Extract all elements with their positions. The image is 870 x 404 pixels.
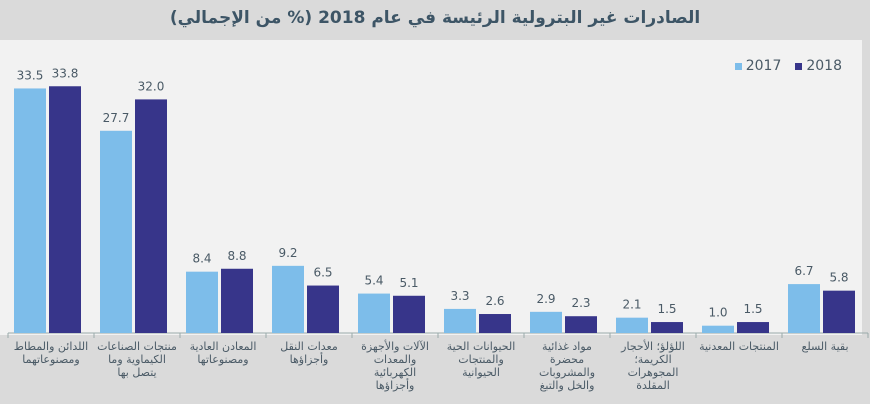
- bar-2018: [393, 295, 425, 333]
- data-label: 2.3: [571, 296, 590, 310]
- legend-label: 2017: [745, 58, 782, 74]
- bar-2018: [737, 322, 769, 333]
- x-tick-label: الآلات والأجهزة والمعدات الكهربائية وأجز…: [361, 340, 429, 392]
- bar-2017: [616, 317, 648, 333]
- bar-2018: [307, 285, 339, 333]
- bar-2018: [49, 86, 81, 333]
- x-tick-label: المنتجات المعدنية: [699, 340, 779, 353]
- data-label: 5.8: [829, 271, 848, 285]
- legend-item-2017: 2017: [734, 58, 782, 74]
- x-tick-label: الحيوانات الحية والمنتجات الحيوانية: [446, 340, 516, 379]
- x-tick-label: مواد غذائية محضرة والمشروبات والخل والتب…: [538, 340, 596, 392]
- legend-item-2018: 2018: [795, 58, 842, 74]
- bar-2017: [358, 293, 390, 333]
- data-label: 3.3: [450, 289, 469, 303]
- x-tick-label: اللؤلؤ؛ الأحجار الكريمة؛ المجوهرات المقل…: [621, 340, 685, 392]
- data-label: 1.5: [743, 302, 762, 316]
- data-label: 9.2: [278, 246, 297, 260]
- data-label: 5.1: [399, 276, 418, 290]
- bar-2018: [135, 99, 167, 334]
- bar-2017: [530, 311, 562, 333]
- data-label: 2.6: [485, 294, 504, 308]
- data-label: 6.5: [313, 266, 332, 280]
- bar-2017: [14, 88, 46, 333]
- x-tick-label: بقية السلع: [801, 340, 849, 353]
- data-label: 33.8: [52, 66, 79, 80]
- legend: 2017 2018: [734, 58, 842, 74]
- legend-swatch: [795, 62, 803, 70]
- x-tick-label: اللدائن والمطاط ومصنوعاتهما: [13, 340, 89, 366]
- bar-2017: [100, 130, 132, 333]
- bar-2018: [651, 322, 683, 333]
- data-label: 27.7: [103, 111, 130, 125]
- bar-2018: [565, 316, 597, 333]
- data-label: 1.0: [708, 306, 727, 320]
- bar-2017: [788, 284, 820, 333]
- x-tick-label: منتجات الصناعات الكيماوية وما يتصل بها: [97, 340, 177, 379]
- data-label: 33.5: [17, 68, 44, 82]
- bar-2017: [444, 308, 476, 333]
- bar-2018: [221, 268, 253, 333]
- data-label: 8.4: [192, 252, 211, 266]
- data-label: 2.1: [622, 298, 641, 312]
- data-label: 8.8: [227, 249, 246, 263]
- data-label: 6.7: [794, 264, 813, 278]
- data-label: 1.5: [657, 302, 676, 316]
- bar-2017: [702, 325, 734, 333]
- chart-title: الصادرات غير البترولية الرئيسة في عام 20…: [169, 8, 701, 28]
- data-label: 2.9: [536, 292, 555, 306]
- data-label: 5.4: [364, 274, 383, 288]
- legend-swatch: [734, 62, 742, 70]
- bar-2018: [479, 314, 511, 333]
- bar-2017: [186, 271, 218, 333]
- x-tick-label: المعادن العادية ومصنوعاتها: [189, 340, 257, 366]
- x-tick-label: معدات النقل وأجزاؤها: [280, 340, 338, 366]
- legend-label: 2018: [806, 58, 842, 74]
- bar-2017: [272, 265, 304, 333]
- data-label: 32.0: [138, 79, 165, 93]
- bar-2018: [823, 290, 855, 333]
